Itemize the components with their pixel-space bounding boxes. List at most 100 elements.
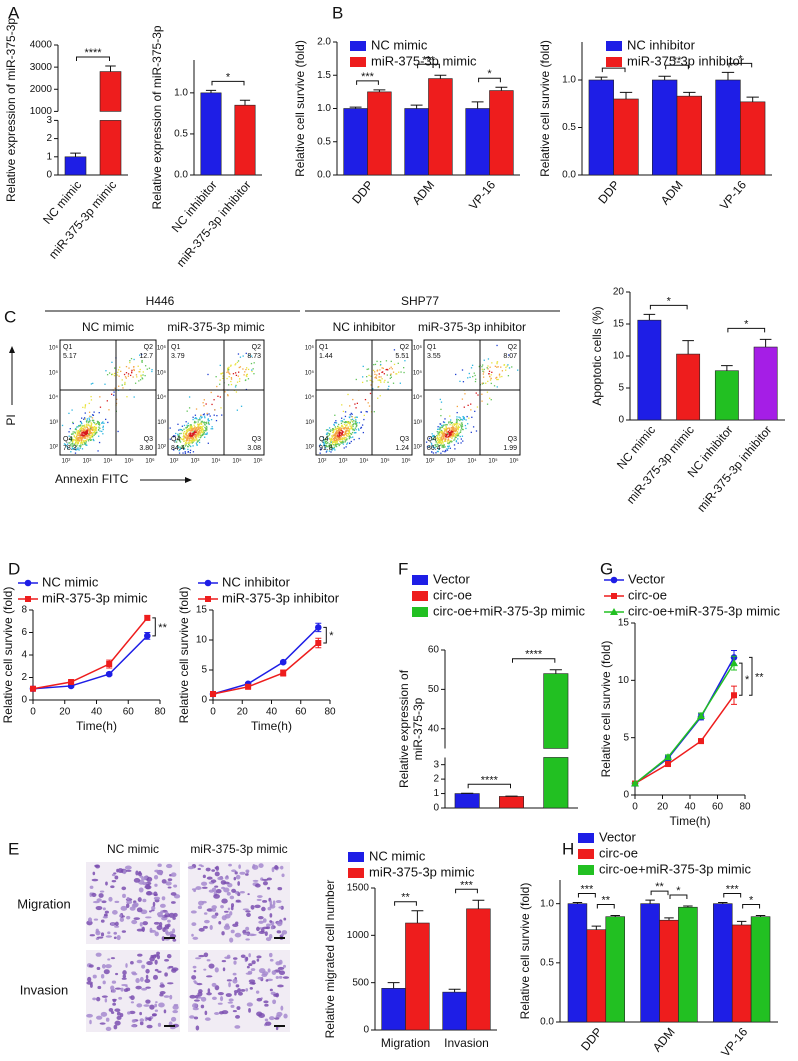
- event-dot: [499, 376, 501, 378]
- event-dot: [188, 429, 191, 432]
- event-dot: [367, 368, 370, 370]
- cell: [121, 886, 127, 891]
- cell: [258, 920, 264, 924]
- event-dot: [89, 427, 92, 430]
- event-dot: [348, 432, 351, 434]
- cell: [232, 957, 238, 960]
- event-dot: [442, 424, 444, 426]
- y-axis-label: Relative cell survive (fold): [1, 587, 15, 724]
- event-dot: [503, 364, 505, 366]
- event-dot: [456, 434, 458, 437]
- event-dot: [87, 434, 89, 437]
- cell: [273, 993, 278, 997]
- event-dot: [76, 426, 78, 428]
- event-dot: [246, 367, 248, 369]
- cell: [245, 956, 249, 961]
- event-dot: [88, 419, 91, 421]
- cell: [193, 889, 196, 893]
- cell: [111, 989, 116, 993]
- event-dot: [191, 438, 193, 441]
- event-dot: [89, 428, 91, 430]
- event-dot: [199, 417, 201, 419]
- event-dot: [192, 440, 194, 442]
- event-dot: [446, 432, 449, 435]
- event-dot: [192, 418, 194, 421]
- event-dot: [459, 431, 462, 434]
- event-dot: [432, 435, 434, 438]
- bar: [637, 319, 662, 421]
- event-dot: [94, 428, 97, 430]
- event-dot: [437, 441, 439, 444]
- quadrant-label: Q3: [252, 436, 261, 443]
- cell: [202, 874, 206, 879]
- flow-y-tick: 10⁵: [305, 369, 315, 376]
- event-dot: [353, 420, 355, 422]
- event-dot: [349, 414, 351, 416]
- cell: [154, 1003, 158, 1008]
- event-dot: [222, 377, 224, 380]
- cell: [271, 867, 275, 873]
- event-dot: [459, 435, 461, 438]
- event-dot: [345, 433, 347, 436]
- event-dot: [84, 443, 86, 445]
- event-dot: [191, 427, 193, 430]
- event-dot: [71, 445, 74, 448]
- cell: [231, 869, 237, 873]
- event-dot: [179, 440, 181, 442]
- cell: [131, 919, 138, 925]
- event-dot: [203, 422, 205, 424]
- event-dot: [217, 395, 219, 397]
- cell: [189, 994, 196, 999]
- event-dot: [77, 442, 79, 445]
- cell: [223, 887, 230, 893]
- event-dot: [387, 381, 389, 383]
- event-dot: [344, 441, 346, 443]
- event-dot: [77, 430, 80, 432]
- event-dot: [448, 433, 451, 435]
- event-dot: [80, 442, 83, 444]
- cell: [228, 982, 231, 988]
- event-dot: [81, 439, 83, 441]
- cell: [206, 992, 212, 996]
- y-axis-label: Relative cell survive (fold): [177, 587, 191, 724]
- event-dot: [450, 432, 452, 434]
- cell: [245, 988, 249, 992]
- event-dot: [437, 444, 439, 446]
- cell: [121, 977, 127, 980]
- event-dot: [198, 427, 200, 429]
- cell: [226, 979, 232, 982]
- quadrant-label: Q4: [63, 436, 72, 443]
- cell: [192, 965, 197, 969]
- event-dot: [456, 434, 459, 437]
- event-dot: [372, 387, 374, 390]
- event-dot: [187, 435, 189, 437]
- event-dot: [181, 438, 183, 440]
- event-dot: [381, 371, 383, 374]
- event-dot: [125, 372, 128, 374]
- cell: [116, 1015, 122, 1020]
- panel-letter: B: [332, 3, 343, 22]
- event-dot: [185, 436, 187, 438]
- event-dot: [76, 444, 78, 446]
- event-dot: [441, 426, 443, 429]
- event-dot: [184, 445, 186, 447]
- event-dot: [116, 398, 118, 401]
- event-dot: [357, 428, 360, 430]
- x-tick-label: 40: [91, 707, 103, 718]
- marker: [144, 614, 151, 621]
- event-dot: [224, 391, 226, 393]
- cell: [160, 910, 164, 914]
- event-dot: [343, 427, 346, 429]
- event-dot: [341, 420, 343, 422]
- event-dot: [196, 430, 198, 433]
- y-tick-label: 15: [613, 319, 625, 330]
- event-dot: [88, 432, 91, 435]
- event-dot: [111, 373, 113, 376]
- event-dot: [242, 368, 244, 370]
- event-dot: [199, 432, 202, 434]
- cell: [235, 1014, 240, 1019]
- event-dot: [172, 448, 175, 451]
- marker: [279, 658, 287, 666]
- event-dot: [342, 421, 344, 423]
- event-dot: [354, 403, 356, 405]
